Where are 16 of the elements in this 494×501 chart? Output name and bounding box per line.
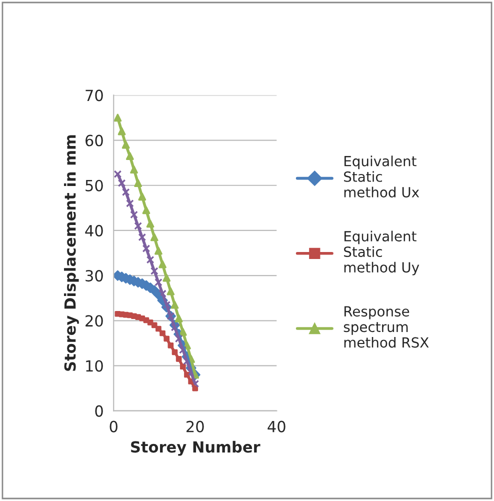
legend-label: Response spectrum method RSX bbox=[344, 306, 429, 348]
y-tick-label: 30 bbox=[86, 270, 103, 282]
legend-label: Equivalent Static method Ux bbox=[344, 156, 420, 198]
y-tick-label: 70 bbox=[86, 90, 103, 102]
x-tick-label: 0 bbox=[110, 420, 118, 432]
y-tick-label: 40 bbox=[85, 224, 103, 236]
x-tick-label: 40 bbox=[268, 420, 286, 432]
x-axis-title: Storey Number bbox=[131, 440, 260, 456]
y-tick-label: 20 bbox=[86, 315, 103, 327]
y-tick-label: 60 bbox=[86, 134, 103, 146]
y-axis-title: Storey Displacement in mm bbox=[64, 135, 79, 371]
y-tick-label: 50 bbox=[86, 180, 103, 192]
y-tick-label: 0 bbox=[95, 405, 103, 417]
x-tick-label: 20 bbox=[186, 420, 204, 432]
y-tick-label: 10 bbox=[86, 360, 103, 372]
legend-label: Equivalent Static method Uy bbox=[344, 230, 420, 276]
